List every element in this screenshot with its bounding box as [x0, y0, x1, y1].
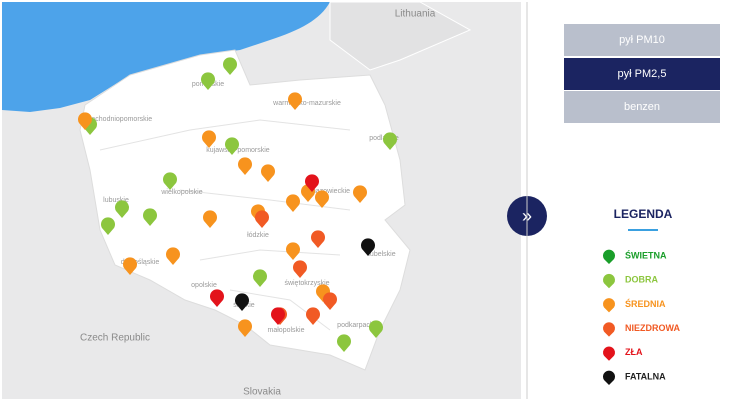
region-label: opolskie — [191, 282, 217, 289]
legend-label: ZŁA — [625, 347, 643, 357]
station-marker[interactable] — [123, 257, 137, 275]
region-borders — [99, 119, 351, 331]
pollutant-button[interactable]: pył PM2,5 — [564, 57, 720, 90]
station-marker[interactable] — [353, 185, 367, 203]
station-marker[interactable] — [293, 260, 307, 278]
legend-marker — [603, 322, 615, 337]
station-marker[interactable] — [288, 92, 302, 110]
legend-label: ŚREDNIA — [625, 298, 666, 309]
station-marker[interactable] — [238, 319, 252, 337]
station-marker[interactable] — [271, 307, 285, 325]
station-marker[interactable] — [163, 172, 178, 190]
station-marker[interactable] — [223, 57, 237, 75]
region-label: podkarpackie — [337, 322, 379, 329]
station-marker[interactable] — [203, 210, 217, 228]
region-label: lubuskie — [103, 197, 129, 204]
region-label: mazowieckie — [310, 188, 350, 195]
region-label: małopolskie — [268, 327, 305, 334]
station-marker[interactable] — [255, 210, 270, 228]
region-label: świętokrzyskie — [284, 280, 329, 287]
station-marker[interactable] — [286, 194, 300, 212]
station-marker[interactable] — [314, 190, 329, 208]
legend-marker — [603, 273, 615, 289]
sea — [2, 2, 330, 112]
station-marker[interactable] — [306, 307, 320, 325]
station-marker[interactable] — [286, 242, 300, 260]
station-marker[interactable] — [210, 289, 224, 307]
region-label: kujawsko-pomorskie — [206, 147, 270, 154]
station-marker[interactable] — [361, 238, 375, 256]
station-marker[interactable] — [225, 137, 240, 155]
region-label: łódzkie — [247, 232, 269, 239]
legend-marker — [603, 346, 615, 361]
station-marker[interactable] — [337, 334, 352, 352]
region-label: lubelskie — [368, 251, 395, 258]
station-marker[interactable] — [143, 208, 158, 226]
station-marker[interactable] — [261, 164, 275, 182]
station-marker[interactable] — [166, 247, 181, 265]
station-marker[interactable] — [323, 292, 337, 310]
station-marker[interactable] — [115, 200, 129, 218]
lithuania-area — [329, 1, 472, 71]
legend-marker — [603, 370, 615, 385]
region-label: zachodniopomorskie — [88, 116, 152, 123]
pollutant-button[interactable]: pył PM10 — [564, 24, 720, 56]
legend-label: ŚWIETNA — [625, 249, 667, 260]
region-label: dolnośląskie — [121, 259, 160, 266]
station-marker[interactable] — [78, 112, 93, 130]
legend-label: DOBRA — [625, 275, 658, 285]
station-marker[interactable] — [369, 320, 383, 338]
region-label: warmińsko-mazurskie — [272, 100, 341, 107]
station-marker[interactable] — [237, 157, 252, 175]
pollutant-button[interactable]: benzen — [564, 91, 720, 123]
legend-label: NIEZDROWA — [625, 323, 680, 333]
station-marker[interactable] — [305, 174, 319, 192]
country-label: Slovakia — [243, 387, 281, 398]
legend-label: FATALNA — [625, 371, 666, 381]
station-marker[interactable] — [101, 217, 116, 235]
legend-marker — [603, 298, 615, 313]
station-marker[interactable] — [201, 72, 216, 90]
legend-title: LEGENDA — [614, 207, 673, 221]
country-label: Lithuania — [395, 9, 436, 20]
station-marker[interactable] — [235, 293, 249, 311]
legend-marker — [603, 249, 615, 264]
station-marker[interactable] — [202, 130, 216, 148]
station-marker[interactable] — [311, 230, 326, 248]
region-label: wielkopolskie — [160, 189, 202, 196]
station-marker[interactable] — [253, 269, 268, 287]
station-marker[interactable] — [382, 132, 397, 150]
country-label: Czech Republic — [80, 333, 150, 344]
